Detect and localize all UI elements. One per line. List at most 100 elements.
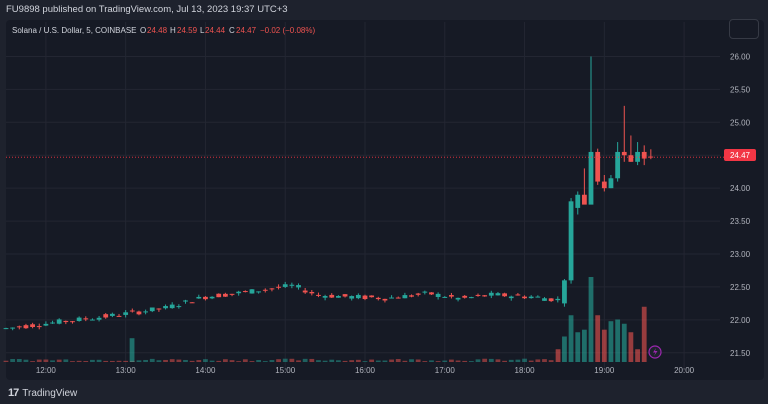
volume-bar [528,360,534,362]
chart-grid [6,22,720,372]
volume-bar [422,361,428,362]
candle-body [342,294,348,297]
candle-body [635,151,640,162]
candle-body [262,289,268,291]
candle-body [548,298,554,302]
last-price-tag-bg [724,149,756,161]
volume-bar [468,361,474,362]
candle-body [608,178,614,189]
footer: 17 TradingView [0,382,768,404]
volume-bar [455,360,461,362]
tradingview-logo[interactable]: 17 TradingView [8,385,77,401]
candle-body [149,307,155,312]
candle-body [309,291,315,294]
candle-body [468,297,474,299]
volume-bar [123,360,129,362]
candle-body [375,297,381,300]
volume-bar [269,360,275,362]
candle-body [136,311,142,315]
candle-body [70,321,75,323]
candle-body [96,317,102,320]
x-tick-label: 17:00 [435,366,456,375]
candle-body [216,293,222,298]
settings-button[interactable] [729,19,759,39]
y-tick-label: 23.00 [730,250,751,259]
candle-body [176,306,182,308]
candle-body [90,319,95,321]
candle-body [535,296,541,298]
candlestick-chart[interactable]: 26.0025.5025.0024.5024.0023.5023.0022.50… [0,0,768,382]
candle-body [123,312,129,315]
volume-bar [23,359,29,362]
last-price-tag-text: 24.47 [730,151,751,160]
volume-bar [296,360,301,362]
volume-bar [621,323,627,362]
candle-body [429,292,434,295]
x-tick-label: 14:00 [195,366,216,375]
volume-bar [50,360,55,362]
candle-body [83,318,89,320]
candle-body [382,298,388,301]
ohlc-change: −0.02 (−0.08%) [260,26,315,35]
candle-body [163,306,168,309]
candle-body [276,286,281,288]
volume-bar [475,359,481,362]
volume-bar [508,359,514,362]
candle-body [256,291,262,293]
candle-body [229,293,235,295]
volume-bar [449,359,454,362]
volume-bar [56,359,62,362]
volume-bar [103,360,109,362]
volume-bar [522,358,527,362]
candle-body [362,295,368,300]
candle-body [63,320,69,323]
volume-bar [169,359,175,362]
volume-bar [355,359,361,362]
candle-body [395,297,401,299]
candle-body [30,324,35,327]
volume-bar [462,360,468,362]
volume-bar [429,360,434,362]
volume-bar [36,359,42,362]
tradingview-logo-icon: 17 [8,387,19,399]
volume-bar [322,360,328,362]
volume-bar [502,360,507,362]
candle-body [236,291,242,294]
volume-bar [183,359,188,362]
candle-body [36,326,42,328]
y-tick-label: 22.50 [730,283,751,292]
tradingview-brand: TradingView [22,387,78,399]
candle-body [3,328,9,330]
candle-body [482,295,488,297]
candle-body [43,323,49,326]
candle-body [222,293,228,297]
volume-bar [369,359,375,362]
volume-bar [282,358,288,362]
volume-bar [482,358,488,362]
volume-bar [395,359,401,362]
candle-body [628,155,634,162]
x-tick-label: 19:00 [594,366,615,375]
volume-bar [96,359,102,362]
lightning-icon[interactable] [648,345,662,359]
volume-bar [349,360,355,362]
candle-body [336,296,341,298]
candle-body [16,326,22,328]
x-tick-label: 12:00 [36,366,57,375]
candle-body [542,298,547,301]
candle-body [196,296,202,299]
volume-bar [362,361,368,362]
candle-body [615,151,621,179]
volume-bar [375,360,381,362]
volume-bar [515,359,521,362]
candle-body [349,296,355,299]
candle-body [316,294,321,296]
candle-body [595,151,601,182]
volume-bar [535,359,541,362]
candle-body [581,194,587,205]
x-tick-label: 18:00 [515,366,536,375]
symbol-label: Solana / U.S. Dollar, 5, COINBASE [12,26,137,35]
candle-body [23,325,29,329]
volume-bar [329,359,335,362]
volume-bar [555,349,561,362]
